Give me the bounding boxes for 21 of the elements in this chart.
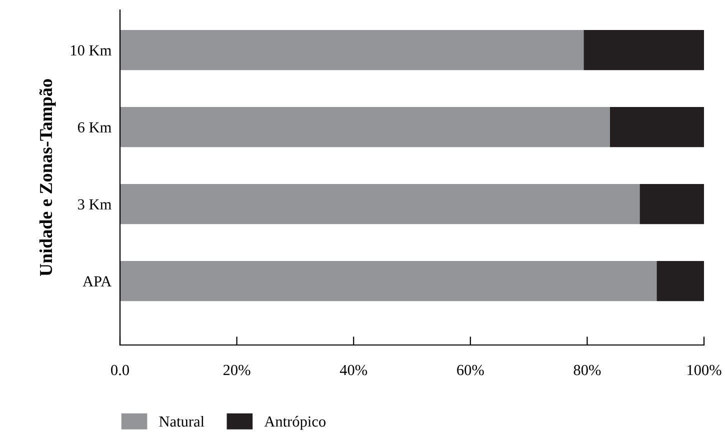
x-tick-label: 40%: [340, 364, 368, 376]
x-tick-label: 20%: [223, 364, 250, 376]
x-tick-label: 100%: [688, 364, 722, 376]
bar: [120, 107, 610, 148]
legend-label: Natural: [159, 416, 204, 427]
y-tick-label: 6 Km: [78, 122, 112, 133]
bar: [656, 261, 704, 302]
bar: [584, 30, 704, 70]
y-tick-label: APA: [82, 276, 112, 286]
x-tick-label: 60%: [457, 364, 484, 376]
bar: [120, 261, 657, 302]
x-tick-label: 0.0: [111, 364, 129, 376]
bar: [610, 107, 704, 148]
y-axis-title: Unidade e Zonas-Tampão: [39, 79, 56, 276]
y-tick-label: 10 Km: [70, 45, 112, 56]
bar: [640, 184, 704, 224]
bar: [120, 30, 584, 70]
bar: [120, 184, 640, 224]
x-tick-label: 80%: [574, 364, 601, 376]
legend-label: Antrópico: [264, 416, 326, 430]
y-tick-label: 3 Km: [78, 199, 112, 210]
